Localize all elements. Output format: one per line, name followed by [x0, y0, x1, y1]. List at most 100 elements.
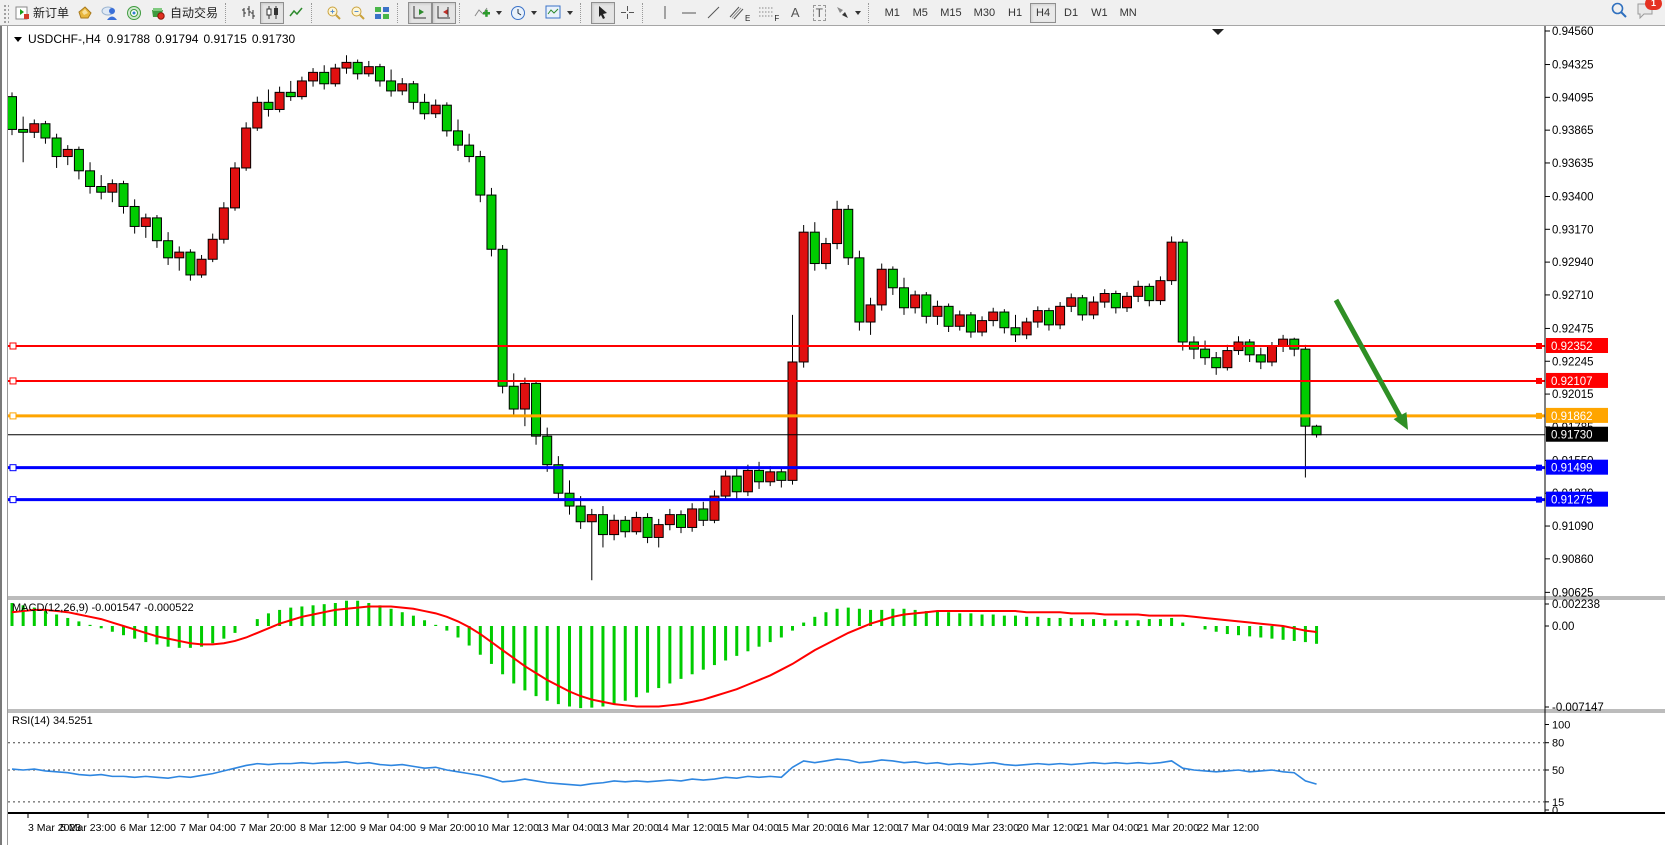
date-axis-label[interactable]: 21 Mar 04:00 [1077, 822, 1139, 834]
price-axis-label: 0.92015 [1552, 389, 1594, 401]
new-order-button[interactable]: 新订单 [11, 2, 73, 24]
notification-badge: 1 [1645, 0, 1662, 10]
zoom-out-icon [350, 5, 366, 21]
date-axis-label[interactable]: 17 Mar 04:00 [897, 822, 959, 834]
search-icon[interactable] [1610, 1, 1628, 24]
candle [731, 475, 742, 493]
candle [1166, 241, 1177, 282]
chart-shift-button[interactable] [432, 1, 457, 24]
line-anchor[interactable] [1536, 342, 1542, 349]
date-axis-label[interactable]: 5 Mar 23:00 [60, 822, 116, 834]
timeframe-m15-button[interactable]: M15 [935, 3, 966, 23]
price-badge[interactable] [1546, 407, 1608, 423]
timeframe-d1-button[interactable]: D1 [1058, 3, 1084, 23]
timeframe-h1-button[interactable]: H1 [1002, 3, 1028, 23]
chart-canvas[interactable]: 0.94560 0.94325 0.94095 0.93865 0.93635 0.934… [0, 26, 1665, 845]
community-button[interactable] [97, 2, 122, 24]
date-axis-label[interactable]: 15 Mar 04:00 [717, 822, 779, 834]
trend-arrow-annotation[interactable] [1333, 298, 1405, 422]
candle [709, 495, 720, 521]
cursor-button[interactable] [591, 1, 616, 24]
indicators-button[interactable] [470, 2, 506, 24]
date-axis-label[interactable]: 14 Mar 12:00 [657, 822, 719, 834]
date-axis-label[interactable]: 8 Mar 12:00 [300, 822, 356, 834]
date-axis-label[interactable]: 16 Mar 12:00 [837, 822, 899, 834]
line-anchor[interactable] [9, 496, 17, 504]
tile-windows-button[interactable] [370, 2, 394, 24]
line-chart-button[interactable] [284, 2, 308, 24]
price-badge[interactable] [1546, 372, 1608, 388]
bar-chart-button[interactable] [236, 2, 260, 24]
vertical-line-button[interactable] [653, 2, 677, 24]
date-axis-label[interactable]: 7 Mar 04:00 [180, 822, 236, 834]
candle [1266, 345, 1277, 363]
text-label-button[interactable]: T [807, 2, 831, 24]
date-axis-label[interactable]: 19 Mar 23:00 [957, 822, 1019, 834]
timeframe-m5-button[interactable]: M5 [907, 3, 933, 23]
chart-window: 0.94560 0.94325 0.94095 0.93865 0.93635 0.934… [0, 26, 1665, 845]
templates-button[interactable] [541, 2, 577, 24]
candle [486, 194, 497, 250]
price-badge[interactable] [1546, 459, 1608, 475]
timeframe-m1-button[interactable]: M1 [879, 3, 905, 23]
price-badge[interactable] [1546, 426, 1608, 442]
line-anchor[interactable] [1536, 464, 1542, 471]
autotrading-button[interactable]: 自动交易 [146, 2, 222, 24]
date-axis-label[interactable]: 21 Mar 20:00 [1137, 822, 1199, 834]
signals-button[interactable] [122, 2, 146, 24]
fibonacci-icon [758, 5, 774, 20]
notifications-button[interactable]: 1 [1636, 0, 1662, 24]
date-axis-label[interactable]: 22 Mar 12:00 [1197, 822, 1259, 834]
date-axis-label[interactable]: 15 Mar 20:00 [777, 822, 839, 834]
zoom-out-button[interactable] [346, 2, 370, 24]
fibonacci-button[interactable]: F [754, 2, 783, 24]
channel-icon [729, 5, 745, 20]
auto-scroll-button[interactable] [408, 1, 433, 24]
line-anchor[interactable] [1536, 496, 1542, 503]
date-axis-label[interactable]: 6 Mar 12:00 [120, 822, 176, 834]
date-axis-label[interactable]: 10 Mar 12:00 [477, 822, 539, 834]
date-axis-label[interactable]: 13 Mar 04:00 [537, 822, 599, 834]
fibo-sub-label: F [774, 13, 780, 23]
autotrading-label: 自动交易 [170, 6, 219, 20]
line-anchor[interactable] [9, 412, 17, 420]
line-anchor[interactable] [9, 342, 17, 350]
line-anchor[interactable] [1536, 412, 1542, 419]
line-anchor[interactable] [9, 377, 17, 385]
line-anchor[interactable] [9, 464, 17, 472]
chart-shift-marker-icon [1212, 29, 1224, 35]
rsi-axis-label: 0 [1552, 805, 1558, 817]
toolbar-grip[interactable] [2, 2, 9, 23]
equidistant-channel-button[interactable]: E [725, 2, 754, 24]
date-axis-label[interactable]: 3 Mar 2023 [28, 822, 81, 834]
timeframe-m30-button[interactable]: M30 [969, 3, 1000, 23]
candle [1021, 321, 1032, 336]
candle [586, 514, 597, 523]
arrows-button[interactable] [831, 2, 865, 24]
horizontal-line-button[interactable] [677, 2, 701, 24]
candle [296, 80, 307, 98]
arrow-head-icon[interactable] [1393, 412, 1408, 430]
price-axis-label: 0.94325 [1552, 60, 1594, 72]
zoom-in-button[interactable] [322, 2, 346, 24]
text-button[interactable]: A [783, 2, 807, 24]
date-axis-label[interactable]: 9 Mar 04:00 [360, 822, 416, 834]
trendline-button[interactable] [701, 2, 725, 24]
price-badge[interactable] [1546, 337, 1608, 353]
symbol-dropdown-icon[interactable] [14, 36, 22, 42]
candle [832, 208, 843, 245]
candle [107, 183, 118, 193]
date-axis-label[interactable]: 20 Mar 12:00 [1017, 822, 1079, 834]
date-axis-label[interactable]: 9 Mar 20:00 [420, 822, 476, 834]
periods-button[interactable] [506, 2, 541, 24]
gold-nugget-button[interactable] [73, 2, 97, 24]
crosshair-button[interactable] [615, 2, 639, 24]
timeframe-w1-button[interactable]: W1 [1086, 3, 1113, 23]
line-anchor[interactable] [1536, 377, 1542, 384]
price-badge[interactable] [1546, 491, 1608, 507]
date-axis-label[interactable]: 13 Mar 20:00 [597, 822, 659, 834]
timeframe-mn-button[interactable]: MN [1115, 3, 1142, 23]
candlestick-chart-button[interactable] [260, 1, 285, 24]
date-axis-label[interactable]: 7 Mar 20:00 [240, 822, 296, 834]
timeframe-h4-button[interactable]: H4 [1030, 2, 1057, 23]
